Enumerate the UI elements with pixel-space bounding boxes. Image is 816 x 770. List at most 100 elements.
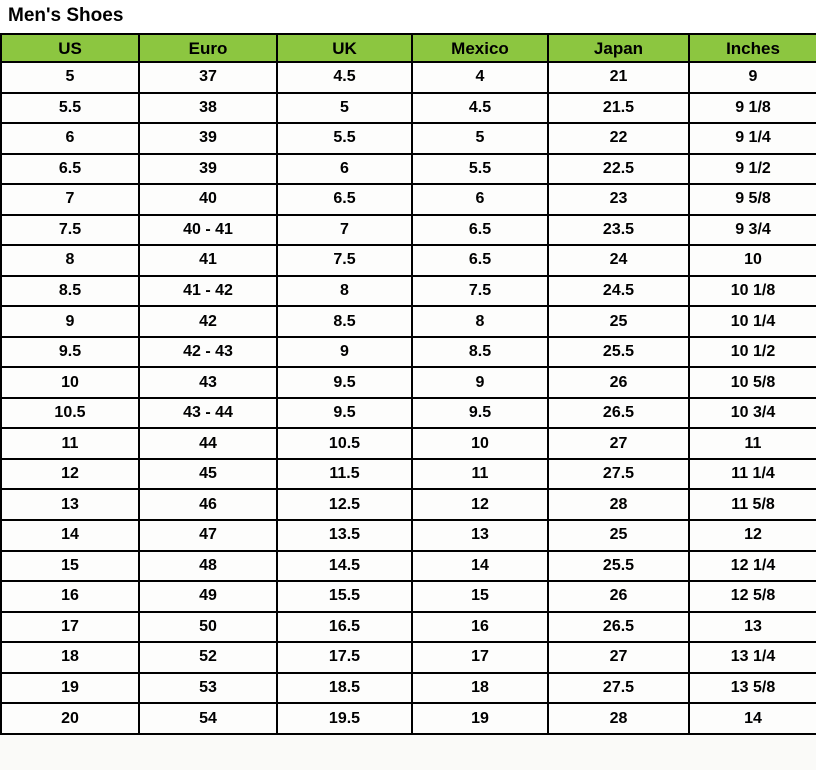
table-cell: 8.5 — [276, 305, 413, 338]
table-cell: 45 — [138, 457, 278, 491]
table-cell: 11 1/4 — [688, 457, 816, 491]
table-cell: 7.5 — [0, 213, 140, 247]
table-cell: 10 3/4 — [688, 396, 816, 430]
table-cell: 17.5 — [276, 641, 413, 674]
table-cell: 11 — [411, 457, 549, 491]
table-cell: 42 - 43 — [138, 335, 278, 369]
table-cell: 8 — [276, 274, 413, 308]
table-row: 20 54 19.5 19 28 14 — [0, 702, 816, 735]
table-cell: 12.5 — [276, 488, 413, 521]
table-cell: 6 — [0, 122, 140, 155]
table-cell: 6 — [276, 152, 413, 186]
table-cell: 8.5 — [411, 335, 549, 369]
table-cell: 14 — [688, 702, 816, 735]
table-cell: 9 1/2 — [688, 152, 816, 186]
table-cell: 16 — [0, 580, 140, 613]
table-cell: 13 1/4 — [688, 641, 816, 674]
table-cell: 4.5 — [411, 91, 549, 125]
table-cell: 15 — [411, 580, 549, 613]
table-cell: 9 — [411, 366, 549, 399]
table-cell: 25 — [547, 518, 690, 552]
table-cell: 25.5 — [547, 549, 690, 583]
table-cell: 10.5 — [276, 427, 413, 460]
table-cell: 13 5/8 — [688, 671, 816, 705]
table-row: 5.5 38 5 4.5 21.5 9 1/8 — [0, 91, 816, 125]
table-cell: 4.5 — [276, 61, 413, 94]
table-cell: 39 — [138, 122, 278, 155]
table-cell: 18 — [0, 641, 140, 674]
table-cell: 9 1/8 — [688, 91, 816, 125]
table-row: 8 41 7.5 6.5 24 10 — [0, 244, 816, 277]
table-cell: 9 — [276, 335, 413, 369]
table-row: 8.5 41 - 42 8 7.5 24.5 10 1/8 — [0, 274, 816, 308]
table-cell: 9.5 — [411, 396, 549, 430]
table-row: 7 40 6.5 6 23 9 5/8 — [0, 183, 816, 216]
table-cell: 10 1/2 — [688, 335, 816, 369]
table-cell: 21.5 — [547, 91, 690, 125]
table-cell: 8.5 — [0, 274, 140, 308]
column-header-inches: Inches — [688, 33, 816, 63]
column-header-mexico: Mexico — [411, 33, 549, 63]
table-cell: 27 — [547, 641, 690, 674]
table-row: 19 53 18.5 18 27.5 13 5/8 — [0, 671, 816, 705]
table-cell: 53 — [138, 671, 278, 705]
table-cell: 16 — [411, 610, 549, 644]
table-cell: 5.5 — [411, 152, 549, 186]
table-cell: 52 — [138, 641, 278, 674]
table-cell: 6.5 — [0, 152, 140, 186]
table-cell: 37 — [138, 61, 278, 94]
table-cell: 27.5 — [547, 457, 690, 491]
table-cell: 21 — [547, 61, 690, 94]
table-cell: 12 5/8 — [688, 580, 816, 613]
table-cell: 12 1/4 — [688, 549, 816, 583]
table-cell: 17 — [411, 641, 549, 674]
table-cell: 43 - 44 — [138, 396, 278, 430]
table-row: 5 37 4.5 4 21 9 — [0, 61, 816, 94]
table-cell: 7 — [276, 213, 413, 247]
table-cell: 47 — [138, 518, 278, 552]
table-cell: 42 — [138, 305, 278, 338]
table-cell: 27 — [547, 427, 690, 460]
table-cell: 50 — [138, 610, 278, 644]
table-cell: 13 — [0, 488, 140, 521]
table-cell: 54 — [138, 702, 278, 735]
table-cell: 17 — [0, 610, 140, 644]
table-row: 14 47 13.5 13 25 12 — [0, 518, 816, 552]
table-cell: 9 — [0, 305, 140, 338]
table-cell: 5.5 — [0, 91, 140, 125]
table-cell: 7.5 — [411, 274, 549, 308]
column-header-us: US — [0, 33, 140, 63]
table-cell: 4 — [411, 61, 549, 94]
table-cell: 22.5 — [547, 152, 690, 186]
table-cell: 22 — [547, 122, 690, 155]
table-cell: 26.5 — [547, 396, 690, 430]
table-cell: 27.5 — [547, 671, 690, 705]
table-cell: 28 — [547, 488, 690, 521]
table-cell: 10 — [0, 366, 140, 399]
table-row: 6 39 5.5 5 22 9 1/4 — [0, 122, 816, 155]
table-cell: 16.5 — [276, 610, 413, 644]
table-cell: 40 — [138, 183, 278, 216]
column-header-japan: Japan — [547, 33, 690, 63]
table-body: 5 37 4.5 4 21 9 5.5 38 5 4.5 21.5 9 1/8 6 39 5.5 5 22 9 1… — [0, 61, 816, 735]
table-row: 9 42 8.5 8 25 10 1/4 — [0, 305, 816, 338]
table-cell: 25.5 — [547, 335, 690, 369]
table-cell: 44 — [138, 427, 278, 460]
table-cell: 6.5 — [411, 213, 549, 247]
table-cell: 10 — [688, 244, 816, 277]
table-cell: 46 — [138, 488, 278, 521]
column-header-uk: UK — [276, 33, 413, 63]
table-cell: 10.5 — [0, 396, 140, 430]
table-cell: 10 5/8 — [688, 366, 816, 399]
table-cell: 14 — [411, 549, 549, 583]
table-cell: 24 — [547, 244, 690, 277]
table-cell: 10 — [411, 427, 549, 460]
table-cell: 19.5 — [276, 702, 413, 735]
table-cell: 26 — [547, 366, 690, 399]
table-cell: 6.5 — [411, 244, 549, 277]
table-row: 6.5 39 6 5.5 22.5 9 1/2 — [0, 152, 816, 186]
table-cell: 19 — [411, 702, 549, 735]
table-row: 9.5 42 - 43 9 8.5 25.5 10 1/2 — [0, 335, 816, 369]
table-cell: 25 — [547, 305, 690, 338]
table-cell: 9.5 — [276, 396, 413, 430]
